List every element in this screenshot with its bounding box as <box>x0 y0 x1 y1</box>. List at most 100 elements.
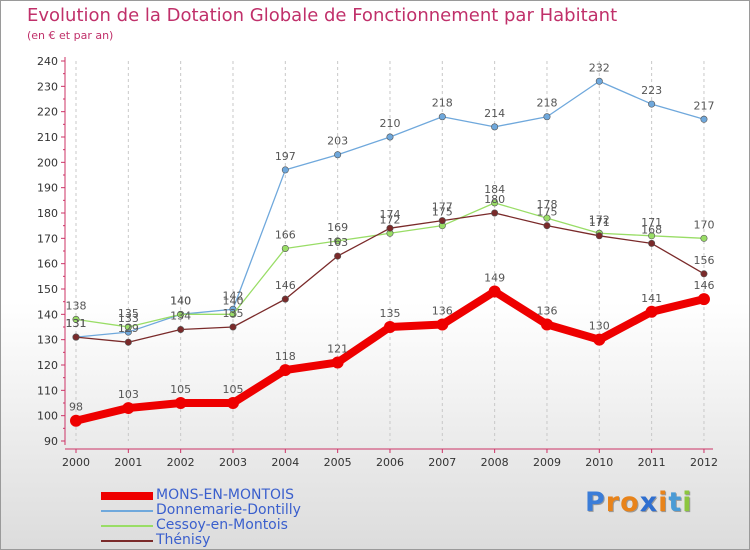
y-tick-label: 150 <box>37 283 58 296</box>
data-point <box>595 232 603 240</box>
x-tick-label: 2005 <box>324 456 352 469</box>
y-tick-label: 200 <box>37 156 58 169</box>
data-point <box>648 239 656 247</box>
legend-swatch <box>101 525 153 527</box>
data-point <box>438 217 446 225</box>
x-tick-label: 2009 <box>533 456 561 469</box>
data-point <box>281 166 289 174</box>
data-point <box>436 318 449 331</box>
y-tick-label: 100 <box>37 410 58 423</box>
y-tick-label: 220 <box>37 106 58 119</box>
data-point <box>226 397 239 409</box>
data-point <box>491 123 499 131</box>
data-point <box>386 133 394 141</box>
data-label: 171 <box>641 216 662 229</box>
data-point <box>648 100 656 108</box>
data-label: 232 <box>589 61 610 74</box>
x-tick-label: 2011 <box>638 456 666 469</box>
data-label: 172 <box>589 213 610 226</box>
data-point <box>174 397 187 409</box>
x-tick-label: 2006 <box>376 456 404 469</box>
data-point <box>595 77 603 85</box>
data-label: 140 <box>170 294 191 307</box>
chart-subtitle: (en € et par an) <box>27 29 114 42</box>
axes: 90 100 110 120 130 140 150 160 170 180 190 200 210 22… <box>37 55 718 469</box>
data-point <box>177 326 185 334</box>
data-label: 218 <box>432 97 453 110</box>
data-point <box>334 252 342 260</box>
x-tick-label: 2000 <box>62 456 90 469</box>
data-label: 175 <box>432 206 453 219</box>
data-label: 217 <box>693 99 714 112</box>
data-point <box>491 199 499 207</box>
data-point <box>540 318 553 331</box>
legend-label: Cessoy-en-Montois <box>156 517 288 533</box>
data-label: 129 <box>118 322 139 335</box>
data-point <box>543 214 551 222</box>
y-tick-label: 110 <box>37 384 58 397</box>
data-label: 118 <box>275 350 296 363</box>
data-label: 135 <box>118 307 139 320</box>
data-label: 103 <box>118 388 139 401</box>
data-label: 140 <box>222 294 243 307</box>
data-point <box>700 270 708 278</box>
proxiti-logo: Proxiti <box>585 487 693 518</box>
data-label: 138 <box>66 299 87 312</box>
data-point <box>124 338 132 346</box>
y-tick-label: 160 <box>37 258 58 271</box>
data-point <box>593 333 606 346</box>
data-point <box>488 285 501 298</box>
data-label: 170 <box>693 218 714 231</box>
y-tick-label: 120 <box>37 359 58 372</box>
data-label: 218 <box>536 97 557 110</box>
data-label: 177 <box>432 201 453 214</box>
y-tick-label: 140 <box>37 308 58 321</box>
data-point <box>229 323 237 331</box>
data-point <box>648 232 656 240</box>
data-label: 136 <box>432 304 453 317</box>
series-lines <box>70 77 710 427</box>
y-tick-label: 180 <box>37 207 58 220</box>
data-point <box>383 321 396 333</box>
data-label: 197 <box>275 150 296 163</box>
data-label: 135 <box>222 307 243 320</box>
data-label: 156 <box>693 254 714 267</box>
data-point <box>700 234 708 242</box>
data-label: 168 <box>641 223 662 236</box>
data-label: 142 <box>222 289 243 302</box>
data-point <box>334 237 342 245</box>
data-label: 140 <box>170 294 191 307</box>
data-label: 223 <box>641 84 662 97</box>
x-tick-label: 2010 <box>585 456 613 469</box>
y-tick-label: 190 <box>37 182 58 195</box>
data-label: 131 <box>66 317 87 330</box>
data-label: 130 <box>589 320 610 333</box>
data-label: 134 <box>170 310 191 323</box>
data-point <box>645 305 658 318</box>
data-label: 184 <box>484 183 505 196</box>
data-label: 105 <box>170 383 191 396</box>
x-tick-label: 2008 <box>481 456 509 469</box>
data-label: 141 <box>641 292 662 305</box>
data-label: 166 <box>275 228 296 241</box>
data-point <box>438 113 446 121</box>
data-label: 210 <box>379 117 400 130</box>
y-tick-label: 230 <box>37 80 58 93</box>
x-tick-label: 2001 <box>114 456 142 469</box>
data-label: 136 <box>536 304 557 317</box>
legend-swatch <box>101 510 153 512</box>
x-tick-label: 2007 <box>428 456 456 469</box>
data-point <box>697 293 710 306</box>
data-point <box>72 315 80 323</box>
data-point <box>331 356 344 369</box>
data-label: 180 <box>484 193 505 206</box>
data-label: 133 <box>118 312 139 325</box>
data-point <box>229 310 237 318</box>
data-point <box>543 113 551 121</box>
data-point <box>491 209 499 217</box>
legend-label: Thénisy <box>156 532 211 548</box>
data-point <box>700 115 708 123</box>
